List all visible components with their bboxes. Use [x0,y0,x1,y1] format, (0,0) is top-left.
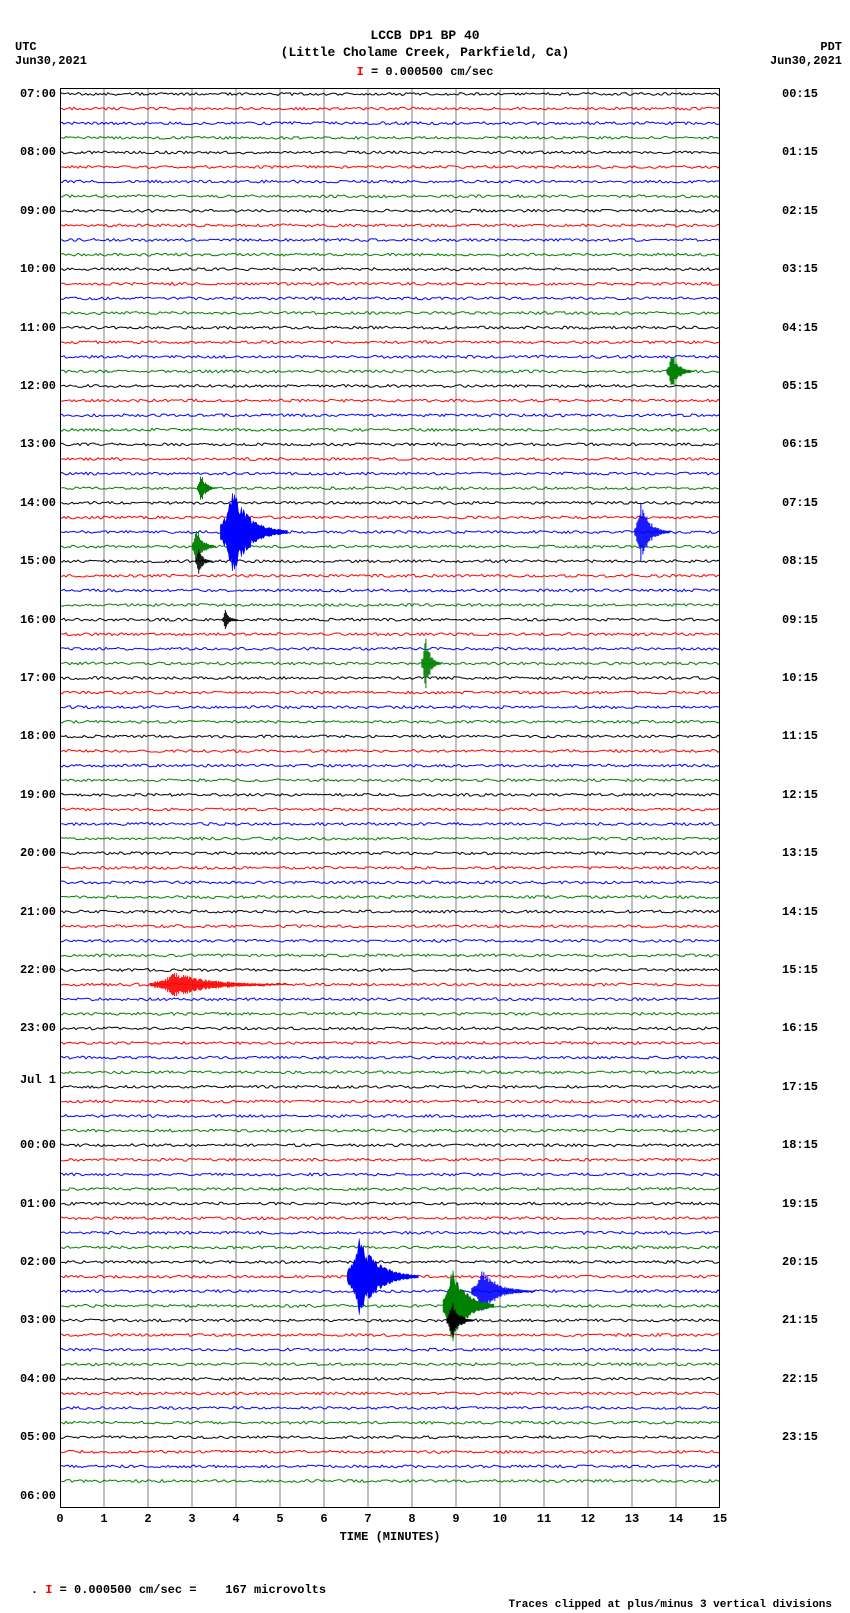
pdt-hour-label: 23:15 [782,1430,818,1444]
x-tick-label: 14 [669,1512,683,1526]
plot-area [60,88,720,1508]
utc-hour-label: 09:00 [20,204,56,218]
utc-hour-label: 13:00 [20,437,56,451]
footer-clip-note: Traces clipped at plus/minus 3 vertical … [509,1599,832,1611]
x-tick-label: 7 [364,1512,371,1526]
utc-hour-label: 19:00 [20,788,56,802]
pdt-hour-label: 02:15 [782,204,818,218]
utc-hour-label: 15:00 [20,554,56,568]
pdt-hour-label: 05:15 [782,379,818,393]
scale-bar-icon: I [357,65,364,79]
pdt-hour-label: 03:15 [782,262,818,276]
utc-hour-label: 14:00 [20,496,56,510]
pdt-hour-label: 19:15 [782,1197,818,1211]
station-name: (Little Cholame Creek, Parkfield, Ca) [0,45,850,62]
x-tick-label: 5 [276,1512,283,1526]
utc-hour-label: 01:00 [20,1197,56,1211]
pdt-hour-label: 17:15 [782,1080,818,1094]
pdt-hour-labels: 00:15 01:15 02:15 03:15 04:15 05:15 06:15 07:15… [782,88,842,1508]
pdt-hour-label: 16:15 [782,1021,818,1035]
day-break-label: Jul 1 [20,1073,56,1087]
utc-hour-label: 04:00 [20,1372,56,1386]
x-tick-label: 1 [100,1512,107,1526]
seismogram-plot [60,88,720,1508]
pdt-hour-label: 22:15 [782,1372,818,1386]
x-tick-label: 11 [537,1512,551,1526]
utc-hour-labels: 07:00 08:00 09:00 10:00 11:00 12:00 13:00 14:00… [10,88,58,1508]
utc-hour-label: 10:00 [20,262,56,276]
utc-hour-label: 12:00 [20,379,56,393]
x-tick-label: 0 [56,1512,63,1526]
pdt-hour-label: 10:15 [782,671,818,685]
pdt-hour-label: 07:15 [782,496,818,510]
station-id: LCCB DP1 BP 40 [0,28,850,45]
x-tick-label: 10 [493,1512,507,1526]
tz-right-block: PDT Jun30,2021 [770,40,842,68]
pdt-hour-label: 15:15 [782,963,818,977]
utc-hour-label: 20:00 [20,846,56,860]
pdt-hour-label: 00:15 [782,87,818,101]
utc-hour-label: 21:00 [20,905,56,919]
utc-hour-label: 07:00 [20,87,56,101]
utc-hour-label: 23:00 [20,1021,56,1035]
utc-hour-label: 16:00 [20,613,56,627]
x-tick-label: 2 [144,1512,151,1526]
footer-scale: . I = 0.000500 cm/sec = 167 microvolts [2,1569,326,1611]
x-tick-label: 6 [320,1512,327,1526]
pdt-hour-label: 20:15 [782,1255,818,1269]
utc-hour-label: 02:00 [20,1255,56,1269]
pdt-hour-label: 12:15 [782,788,818,802]
tz-left-date: Jun30,2021 [15,54,87,68]
utc-hour-label: 05:00 [20,1430,56,1444]
pdt-hour-label: 04:15 [782,321,818,335]
pdt-hour-label: 21:15 [782,1313,818,1327]
x-tick-label: 13 [625,1512,639,1526]
header: LCCB DP1 BP 40 (Little Cholame Creek, Pa… [0,0,850,79]
scale-marker: I = 0.000500 cm/sec [0,65,850,79]
tz-right-date: Jun30,2021 [770,54,842,68]
tz-left-block: UTC Jun30,2021 [15,40,87,68]
x-tick-label: 15 [713,1512,727,1526]
x-tick-label: 8 [408,1512,415,1526]
utc-hour-label: 08:00 [20,145,56,159]
tz-left-label: UTC [15,40,87,54]
pdt-hour-label: 01:15 [782,145,818,159]
utc-hour-label: 22:00 [20,963,56,977]
pdt-hour-label: 11:15 [782,729,818,743]
pdt-hour-label: 08:15 [782,554,818,568]
pdt-hour-label: 13:15 [782,846,818,860]
pdt-hour-label: 14:15 [782,905,818,919]
utc-hour-label: 03:00 [20,1313,56,1327]
utc-hour-label: 11:00 [20,321,56,335]
tz-right-label: PDT [770,40,842,54]
pdt-hour-label: 09:15 [782,613,818,627]
pdt-hour-label: 18:15 [782,1138,818,1152]
utc-hour-label: 18:00 [20,729,56,743]
x-tick-label: 3 [188,1512,195,1526]
x-tick-label: 12 [581,1512,595,1526]
x-tick-label: 9 [452,1512,459,1526]
x-axis-title: TIME (MINUTES) [60,1530,720,1544]
seismogram-page: LCCB DP1 BP 40 (Little Cholame Creek, Pa… [0,0,850,1613]
utc-hour-label: 06:00 [20,1489,56,1503]
utc-hour-label: 00:00 [20,1138,56,1152]
pdt-hour-label: 06:15 [782,437,818,451]
utc-hour-label: 17:00 [20,671,56,685]
x-tick-label: 4 [232,1512,239,1526]
